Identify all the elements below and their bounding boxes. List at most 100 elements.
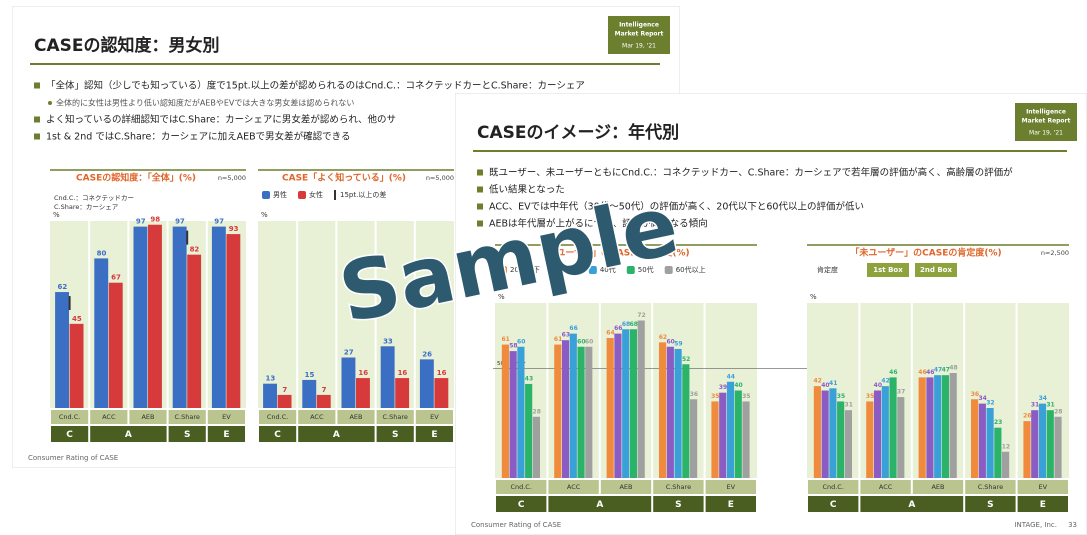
footer: Consumer Rating of CASE	[471, 521, 561, 529]
bar	[727, 382, 734, 478]
bar	[719, 393, 726, 478]
category-label: AEB	[931, 483, 944, 491]
category-label: Cnd.C.	[59, 413, 80, 421]
value-label: 7	[322, 386, 327, 394]
bar	[1023, 421, 1030, 478]
bar	[979, 404, 986, 478]
bar	[735, 391, 742, 479]
badge-text: Market Report	[615, 31, 664, 38]
value-label: 35	[866, 393, 874, 400]
category-label: AEB	[349, 413, 362, 421]
value-label: 66	[569, 325, 577, 332]
footer-company: INTAGE, Inc.	[1014, 521, 1057, 529]
category-label: Cnd.C.	[822, 483, 843, 491]
value-label: 40	[734, 382, 742, 389]
bar	[263, 384, 277, 408]
bar	[381, 346, 395, 408]
bar	[638, 321, 645, 479]
bar	[510, 351, 517, 478]
value-label: 82	[190, 246, 200, 254]
value-label: 59	[674, 340, 682, 347]
bar	[950, 373, 957, 478]
category-label: C.Share	[175, 413, 200, 421]
legend-label: 2nd Box	[920, 266, 952, 274]
axis-label: %	[810, 293, 817, 301]
bar	[659, 342, 666, 478]
bullet-square	[34, 117, 40, 123]
bar	[226, 234, 240, 408]
legend-swatch	[298, 191, 306, 199]
slide-title: CASEのイメージ：年代別	[477, 122, 679, 143]
value-label: 42	[881, 378, 889, 385]
badge-date: Mar 19, '21	[622, 43, 656, 50]
bar	[395, 378, 409, 408]
bullet: 既ユーザー、未ユーザーともにCnd.C.：コネクテッドカー、C.Share：カー…	[489, 167, 1013, 179]
value-label: 32	[986, 400, 994, 407]
category-label: Cnd.C.	[510, 483, 531, 491]
bar	[614, 334, 621, 478]
value-label: 35	[837, 393, 845, 400]
group-label: S	[184, 430, 190, 440]
bar	[434, 378, 448, 408]
bar	[742, 401, 749, 478]
group-label: A	[908, 500, 915, 510]
legend-label: 肯定度	[817, 265, 838, 274]
badge-date: Mar 19, '21	[1029, 130, 1063, 137]
bar	[317, 395, 331, 408]
bar	[302, 380, 316, 408]
bar	[562, 340, 569, 478]
category-label: EV	[1039, 483, 1048, 491]
value-label: 62	[57, 283, 67, 291]
category-label: ACC	[102, 413, 116, 421]
value-label: 7	[282, 386, 287, 394]
bar	[173, 227, 187, 408]
bullet-square	[34, 134, 40, 140]
group-label: A	[333, 430, 340, 440]
group-label: S	[987, 500, 993, 510]
bar	[1031, 410, 1038, 478]
bullet: 1st & 2nd ではC.Share：カーシェアに加えAEBで男女差が確認でき…	[46, 131, 351, 143]
value-label: 31	[1031, 402, 1039, 409]
value-label: 31	[845, 402, 853, 409]
category-label: C.Share	[978, 483, 1003, 491]
bar	[942, 375, 949, 478]
value-label: 97	[214, 218, 224, 226]
bullet-square	[477, 170, 483, 176]
group-label: E	[728, 500, 734, 510]
value-label: 93	[229, 225, 239, 233]
bar	[675, 349, 682, 478]
value-label: 36	[690, 391, 698, 398]
page: CASEの認知度：男女別IntelligenceMarket ReportMar…	[0, 0, 1087, 535]
value-label: 60	[585, 338, 593, 345]
value-label: 52	[682, 356, 690, 363]
badge-text: Intelligence	[1026, 109, 1066, 116]
legend-diff-mark	[334, 190, 336, 200]
category-label: C.Share	[383, 413, 408, 421]
value-label: 33	[383, 337, 393, 345]
bar	[278, 395, 292, 408]
value-label: 67	[111, 274, 121, 282]
bar	[845, 410, 852, 478]
page-number: 33	[1068, 521, 1077, 529]
value-label: 60	[517, 338, 525, 345]
group-label: A	[125, 430, 132, 440]
badge-text: Intelligence	[619, 22, 659, 29]
badge-text: Market Report	[1022, 118, 1071, 125]
bar	[711, 401, 718, 478]
value-label: 39	[719, 384, 727, 391]
bar	[822, 391, 829, 479]
chart-note: n=2,500	[1041, 249, 1069, 257]
bar	[971, 399, 978, 478]
bar	[866, 401, 873, 478]
chart-title: CASEの認知度：「全体」(%)	[76, 172, 196, 184]
category-label: ACC	[310, 413, 324, 421]
value-label: 43	[525, 375, 533, 382]
bar	[934, 375, 941, 478]
bar	[919, 377, 926, 478]
bar	[682, 364, 689, 478]
bar	[554, 345, 561, 478]
value-label: 16	[358, 369, 368, 377]
group-label: E	[431, 430, 437, 440]
category-label: AEB	[619, 483, 632, 491]
category-label: ACC	[567, 483, 581, 491]
